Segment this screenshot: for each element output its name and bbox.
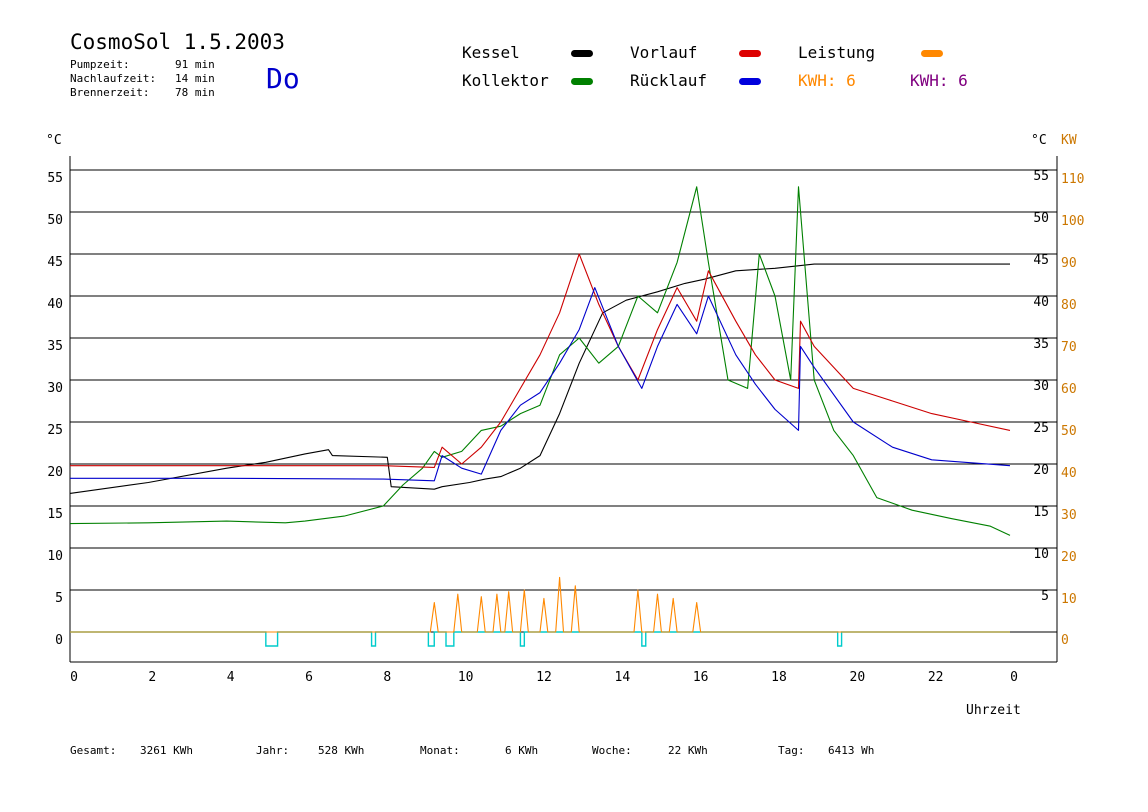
brenner-time-label: Brennerzeit:	[70, 86, 150, 99]
left-tick-label: 15	[47, 507, 63, 522]
right-unit-kw-label: KW	[1061, 133, 1077, 148]
left-unit-label: °C	[46, 133, 62, 148]
left-tick-label: 30	[47, 381, 63, 396]
x-tick-label: 0	[70, 670, 78, 685]
x-tick-label: 10	[458, 670, 474, 685]
legend-kwh-orange: KWH: 6	[798, 71, 856, 90]
right-tick-c-label: 55	[1033, 169, 1049, 184]
right-tick-kw-label: 70	[1061, 340, 1077, 355]
left-tick-label: 25	[47, 423, 63, 438]
series-line-kollektor	[69, 186, 1011, 536]
x-tick-label: 20	[850, 670, 866, 685]
legend-kollektor-swatch	[571, 78, 593, 85]
series-line-vorlauf	[70, 253, 1011, 468]
right-tick-kw-label: 40	[1061, 466, 1077, 481]
series-line-kessel	[69, 263, 1010, 494]
footer-gesamt-value: 3261 KWh	[140, 744, 193, 757]
series-line-ruecklauf	[70, 287, 1011, 482]
pump-status-line	[70, 631, 1010, 647]
x-tick-label: 0	[1010, 670, 1018, 685]
left-tick-label: 35	[47, 339, 63, 354]
footer-tag-value: 6413 Wh	[828, 744, 875, 757]
x-tick-label: 16	[693, 670, 709, 685]
left-tick-label: 40	[47, 297, 63, 312]
app-title: CosmoSol 1.5.2003	[70, 30, 285, 54]
footer-monat-label: Monat:	[420, 744, 460, 757]
weekday-label: Do	[266, 62, 300, 95]
legend-ruecklauf-swatch	[739, 78, 761, 85]
nachlauf-time-value: 14 min	[175, 72, 215, 85]
right-tick-kw-label: 30	[1061, 508, 1077, 523]
legend-kwh-purple: KWH: 6	[910, 71, 968, 90]
legend-vorlauf: Vorlauf	[630, 43, 698, 62]
x-axis-title: Uhrzeit	[966, 703, 1021, 718]
footer-jahr-label: Jahr:	[256, 744, 290, 757]
right-tick-kw-label: 50	[1061, 424, 1077, 439]
footer-woche-label: Woche:	[592, 744, 632, 757]
nachlauf-time-label: Nachlaufzeit:	[70, 72, 157, 85]
pump-time-label: Pumpzeit:	[70, 58, 130, 71]
right-tick-kw-label: 110	[1061, 172, 1084, 187]
brenner-time-value: 78 min	[175, 86, 215, 99]
right-tick-kw-label: 0	[1061, 633, 1069, 648]
left-tick-label: 10	[47, 549, 63, 564]
x-tick-label: 12	[536, 670, 552, 685]
right-unit-c-label: °C	[1031, 133, 1047, 148]
footer-tag-label: Tag:	[778, 744, 805, 757]
legend-vorlauf-swatch	[739, 50, 761, 57]
right-tick-c-label: 20	[1033, 463, 1049, 478]
x-tick-label: 6	[305, 670, 313, 685]
left-tick-label: 5	[55, 591, 63, 606]
right-tick-c-label: 50	[1033, 211, 1049, 226]
footer-woche-value: 22 KWh	[668, 744, 708, 757]
legend-kollektor: Kollektor	[462, 71, 549, 90]
footer-gesamt-label: Gesamt:	[70, 744, 117, 757]
left-tick-label: 50	[47, 213, 63, 228]
right-tick-c-label: 10	[1033, 547, 1049, 562]
right-tick-kw-label: 10	[1061, 592, 1077, 607]
right-tick-kw-label: 20	[1061, 550, 1077, 565]
right-tick-c-label: 30	[1033, 379, 1049, 394]
right-tick-kw-label: 80	[1061, 298, 1077, 313]
legend-ruecklauf: Rücklauf	[630, 71, 708, 90]
right-tick-c-label: 40	[1033, 295, 1049, 310]
left-tick-label: 20	[47, 465, 63, 480]
legend-leistung-swatch	[921, 50, 943, 57]
left-tick-label: 45	[47, 255, 63, 270]
left-tick-label: 0	[55, 633, 63, 648]
footer-monat-value: 6 KWh	[505, 744, 539, 757]
left-tick-label: 55	[47, 171, 63, 186]
right-tick-c-label: 35	[1033, 337, 1049, 352]
legend-leistung: Leistung	[798, 43, 876, 62]
legend-kessel: Kessel	[462, 43, 520, 62]
right-tick-kw-label: 100	[1061, 214, 1084, 229]
legend-kessel-swatch	[571, 50, 593, 57]
x-tick-label: 22	[928, 670, 944, 685]
footer-jahr-value: 528 KWh	[318, 744, 365, 757]
x-tick-label: 8	[383, 670, 391, 685]
right-tick-kw-label: 90	[1061, 256, 1077, 271]
pump-time-value: 91 min	[175, 58, 215, 71]
x-tick-label: 18	[771, 670, 787, 685]
right-tick-c-label: 45	[1033, 253, 1049, 268]
right-tick-c-label: 15	[1033, 505, 1049, 520]
x-tick-label: 14	[615, 670, 631, 685]
series-line-leistung	[70, 576, 1010, 633]
right-tick-kw-label: 60	[1061, 382, 1077, 397]
right-tick-c-label: 5	[1041, 589, 1049, 604]
x-tick-label: 2	[148, 670, 156, 685]
x-tick-label: 4	[227, 670, 235, 685]
right-tick-c-label: 25	[1033, 421, 1049, 436]
